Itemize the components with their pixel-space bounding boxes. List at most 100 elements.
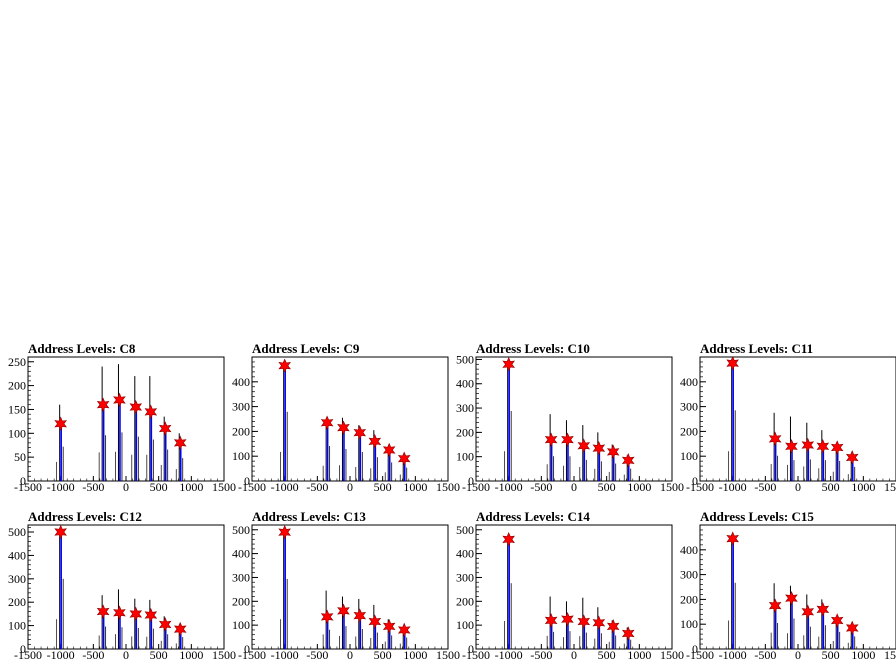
plot-frame — [699, 356, 896, 482]
x-tick-label: 500 — [150, 648, 168, 662]
x-tick-label: 0 — [347, 648, 353, 662]
x-tick-label: -1500 — [14, 648, 42, 662]
y-tick-label: 0 — [244, 642, 250, 656]
x-tick-label: -1000 — [271, 648, 299, 662]
x-tick-label: 0 — [347, 480, 353, 494]
x-tick-label: 1500 — [660, 480, 684, 494]
plot-frame — [251, 356, 449, 482]
peak-marker-star — [320, 609, 334, 625]
peak-marker-star — [845, 620, 859, 636]
x-tick-label: 1000 — [403, 480, 427, 494]
x-tick-label: 1000 — [851, 648, 875, 662]
peak-marker-star — [158, 421, 172, 436]
peak-marker-star — [337, 420, 350, 435]
x-tick-label: 1500 — [212, 480, 236, 494]
peak-marker-star — [606, 444, 620, 460]
panel-3: Address Levels: C10 0 100 200 300 400 500 -1500… — [456, 341, 684, 494]
x-tick-label: -1500 — [14, 480, 42, 494]
plot-frame — [27, 524, 225, 650]
y-tick-label: 200 — [8, 379, 26, 393]
x-tick-label: 1000 — [851, 480, 875, 494]
x-tick-label: 1500 — [884, 648, 896, 662]
x-tick-label: -500 — [306, 648, 328, 662]
plot-frame — [475, 524, 673, 650]
y-tick-label: 100 — [232, 449, 250, 463]
y-tick-label: 300 — [680, 400, 698, 414]
peak-marker-star — [368, 434, 382, 449]
x-tick-label: 500 — [822, 648, 840, 662]
peak-marker-star — [801, 437, 815, 453]
y-tick-label: 0 — [20, 642, 26, 656]
peak-marker-star — [320, 415, 334, 430]
peak-marker-star — [830, 440, 844, 455]
x-tick-label: 1500 — [884, 480, 896, 494]
y-tick-label: 400 — [680, 543, 698, 557]
x-tick-label: 1000 — [627, 480, 651, 494]
x-tick-label: 0 — [571, 480, 577, 494]
x-tick-label: -500 — [530, 480, 552, 494]
y-tick-label: 100 — [8, 619, 26, 633]
y-tick-label: 300 — [456, 570, 474, 584]
x-tick-label: 500 — [374, 480, 392, 494]
y-tick-label: 300 — [680, 568, 698, 582]
x-tick-label: -1000 — [271, 480, 299, 494]
peak-marker-star — [544, 432, 558, 447]
panel-title: Address Levels: C11 — [700, 341, 813, 356]
y-tick-label: 300 — [8, 572, 26, 586]
peak-marker-star — [801, 604, 815, 620]
y-tick-label: 100 — [8, 426, 26, 440]
x-tick-label: 1500 — [660, 648, 684, 662]
panel-7: Address Levels: C14 0 100 200 300 400 500 -1500… — [456, 509, 684, 662]
peak-marker-star — [397, 622, 411, 638]
peak-marker-star — [502, 357, 515, 372]
y-tick-label: 0 — [244, 474, 250, 488]
panel-6: Address Levels: C13 0 100 200 300 400 500 -1500… — [232, 509, 460, 662]
y-tick-label: 0 — [468, 642, 474, 656]
x-tick-label: -1000 — [47, 480, 75, 494]
peak-marker-star — [144, 404, 158, 420]
peak-marker-star — [577, 438, 591, 453]
x-tick-label: -500 — [754, 648, 776, 662]
peak-marker-star — [768, 598, 782, 613]
x-tick-label: 0 — [571, 648, 577, 662]
y-tick-label: 400 — [680, 375, 698, 389]
peak-marker-star — [621, 453, 635, 468]
plot-frame — [251, 524, 449, 650]
x-tick-label: -500 — [82, 648, 104, 662]
peak-marker-star — [726, 531, 739, 546]
x-tick-label: -1000 — [719, 480, 747, 494]
y-tick-label: 300 — [456, 401, 474, 415]
panel-title: Address Levels: C14 — [476, 509, 590, 524]
y-tick-label: 500 — [232, 523, 250, 537]
panel-title: Address Levels: C13 — [252, 509, 366, 524]
peak-marker-star — [129, 606, 143, 622]
peak-marker-star — [502, 532, 515, 547]
peak-marker-star — [382, 619, 396, 634]
peak-marker-star — [54, 524, 67, 540]
x-tick-label: -500 — [754, 480, 776, 494]
x-tick-label: 500 — [598, 480, 616, 494]
panel-2: Address Levels: C9 0 100 200 300 400 -1500 -100… — [232, 341, 460, 494]
peak-marker-star — [561, 432, 574, 447]
x-tick-label: -1500 — [462, 648, 490, 662]
x-tick-label: -1000 — [719, 648, 747, 662]
x-tick-label: -500 — [82, 480, 104, 494]
y-tick-label: 500 — [456, 352, 474, 366]
peak-marker-star — [54, 416, 67, 432]
peak-marker-star — [353, 425, 367, 440]
peak-marker-star — [96, 604, 110, 619]
peak-marker-star — [726, 355, 739, 371]
y-tick-label: 100 — [456, 618, 474, 632]
x-tick-label: 1000 — [179, 480, 203, 494]
x-tick-label: -1500 — [238, 480, 266, 494]
y-tick-label: 400 — [456, 377, 474, 391]
peak-marker-star — [561, 611, 574, 627]
peak-marker-star — [337, 603, 350, 619]
x-tick-label: 0 — [123, 480, 129, 494]
y-tick-label: 0 — [692, 474, 698, 488]
panel-1: Address Levels: C8 0 50 100 150 200 250 -1500 -1… — [8, 341, 236, 494]
peak-marker-star — [353, 608, 367, 623]
panel-title: Address Levels: C8 — [28, 341, 136, 356]
peak-marker-star — [173, 621, 187, 637]
peak-marker-star — [397, 451, 411, 466]
